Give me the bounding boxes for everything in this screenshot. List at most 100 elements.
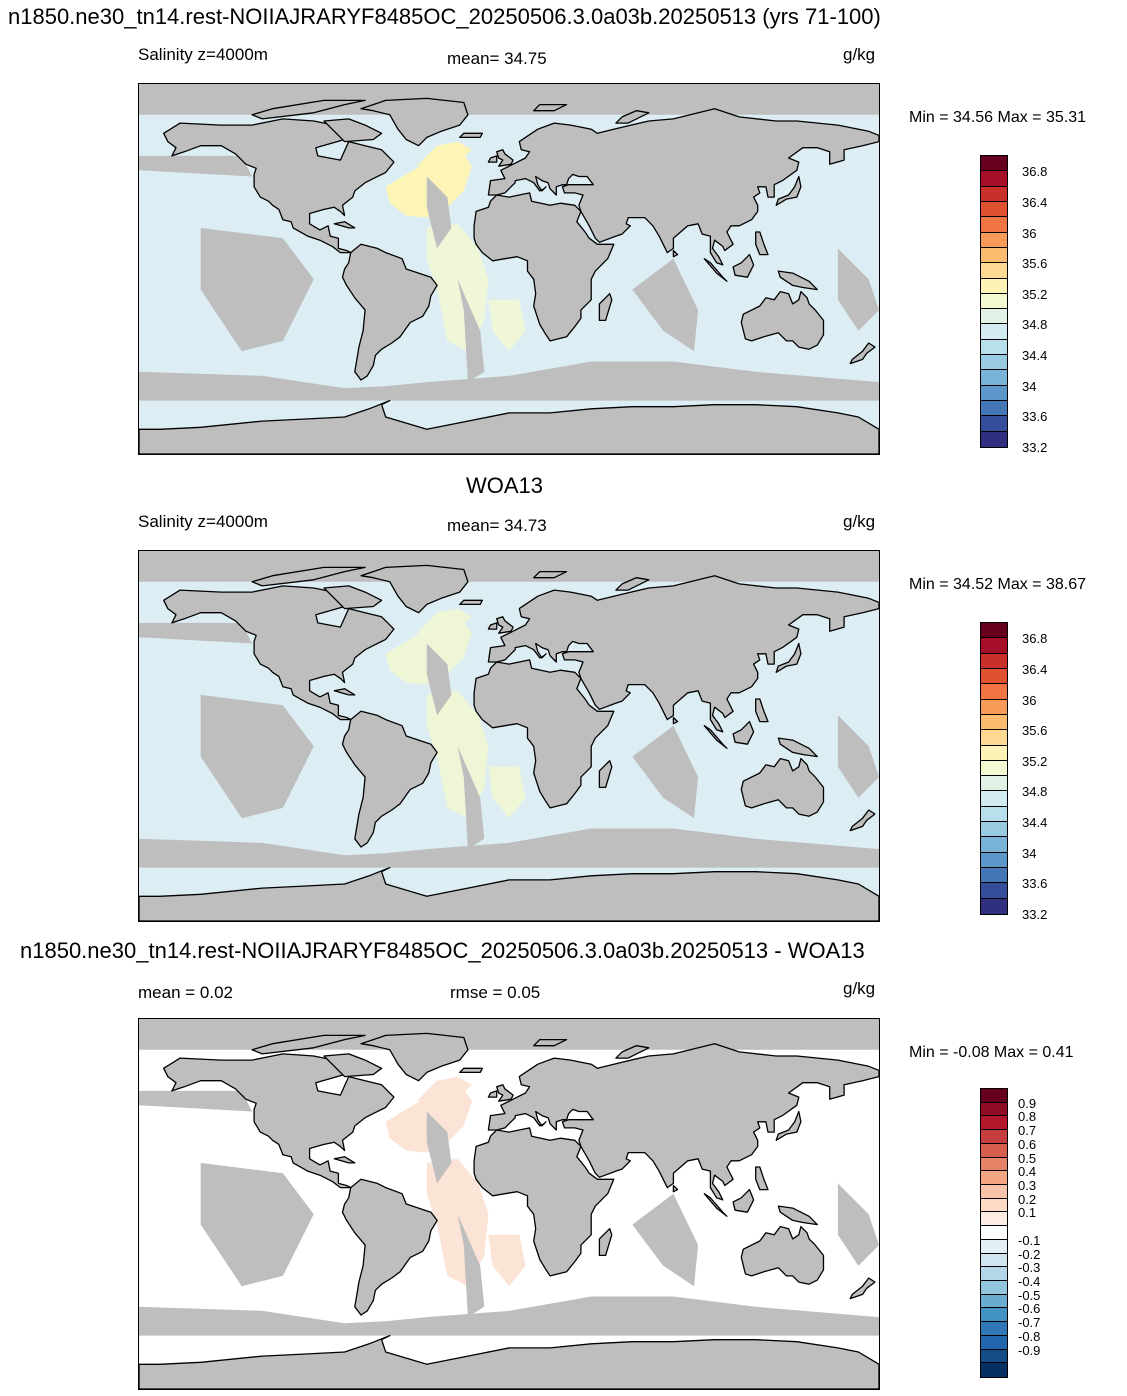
shallow-mask (139, 1296, 879, 1336)
colorbar-tick-label: -0.4 (1018, 1274, 1041, 1289)
coastline-newguinea (777, 270, 818, 291)
colorbar-swatch (981, 1089, 1007, 1103)
colorbar-tick-label: 34.8 (1022, 784, 1048, 800)
colorbar-tick-label: 0.8 (1018, 1109, 1037, 1125)
colorbar-tick-label: 36.8 (1022, 164, 1048, 180)
colorbar-tick-label: 0.3 (1018, 1178, 1037, 1193)
colorbar-swatch (981, 1363, 1007, 1377)
coastline-arcticisles (251, 99, 366, 120)
shallow-mask (139, 828, 879, 868)
coastline-japan (775, 175, 802, 206)
coastline-arcticisles (251, 1034, 366, 1055)
colorbar-swatch (981, 684, 1007, 700)
colorbar-tick-label: 34.8 (1022, 317, 1048, 333)
coastline-ireland (487, 155, 498, 163)
coastline-greenland (360, 1032, 469, 1082)
coastline-philippines (755, 1166, 769, 1191)
coastline-greenland (360, 97, 469, 147)
coastline-philippines (755, 698, 769, 723)
colorbar-swatch (981, 1281, 1007, 1295)
coastline-antarctica (139, 399, 879, 454)
coastline-greenland (360, 564, 469, 614)
shallow-mask (200, 694, 314, 819)
colorbar-swatch (981, 385, 1007, 402)
salinity-patch (488, 766, 526, 819)
coastline-borneo (732, 720, 755, 745)
shallow-mask (837, 248, 879, 331)
shallow-mask (457, 279, 485, 383)
colorbar-swatch (981, 1308, 1007, 1323)
coastline-novaya (615, 1045, 650, 1059)
coastline-newzealand (849, 809, 876, 832)
shallow-mask (632, 1193, 699, 1287)
colorbar-swatch (981, 699, 1007, 715)
coastline-antarctica (139, 866, 879, 921)
colorbar-tick-label: -0.5 (1018, 1287, 1041, 1303)
colorbar-swatch (981, 623, 1007, 639)
colorbar-tick-label: 36 (1022, 225, 1037, 241)
colorbar-tick-label: 36.4 (1022, 194, 1048, 210)
coastline-africa (473, 1127, 615, 1277)
coastline-iceland (459, 132, 483, 139)
coastline-newguinea (777, 737, 818, 758)
coastline-madagascar (598, 1228, 613, 1257)
colorbar-swatch (981, 1226, 1007, 1240)
coastline-baffin (323, 118, 383, 143)
colorbar-tick-label: -0.2 (1018, 1246, 1041, 1262)
coastline-svalbard (533, 570, 568, 579)
colorbar-tick-label: -0.3 (1018, 1260, 1041, 1276)
colorbar-swatch (981, 806, 1007, 823)
coastline-madagascar (598, 293, 613, 322)
panel-3-title: n1850.ne30_tn14.rest-NOIIAJRARYF8485OC_2… (20, 938, 865, 963)
coastline-australia (740, 757, 825, 817)
shallow-mask (426, 643, 452, 716)
colorbar-swatch (981, 355, 1007, 371)
colorbar-swatch (981, 638, 1007, 654)
colorbar-tick-label: 35.6 (1022, 723, 1048, 739)
panel-1-colorbar (980, 155, 1008, 448)
coastline-borneo (732, 253, 755, 278)
colorbar-tick-label: 0.9 (1018, 1095, 1037, 1111)
colorbar-swatch (981, 1143, 1007, 1158)
shallow-mask (200, 1162, 314, 1287)
colorbar-tick-label: 0.7 (1018, 1123, 1037, 1139)
shallow-mask (139, 622, 253, 644)
shallow-mask (457, 746, 485, 850)
colorbar-swatch (981, 339, 1007, 356)
shallow-mask (837, 1183, 879, 1266)
coastline-iceland (459, 1067, 483, 1074)
colorbar-swatch (981, 883, 1007, 899)
map-svg (139, 84, 879, 454)
colorbar-swatch (981, 201, 1007, 218)
coastline-samerica (341, 243, 438, 381)
colorbar-swatch (981, 324, 1007, 340)
coastline-japan (775, 1110, 802, 1141)
colorbar-swatch (981, 837, 1007, 853)
colorbar-swatch (981, 156, 1007, 172)
colorbar-tick-label: -0.7 (1018, 1315, 1041, 1331)
colorbar-swatch (981, 776, 1007, 792)
coastline-sumatra (703, 258, 728, 282)
salinity-patch (416, 141, 472, 167)
coastline-newzealand (849, 342, 876, 365)
coastline-cuba (333, 688, 356, 696)
panel-1-units-label: g/kg (843, 45, 876, 64)
colorbar-swatch (981, 370, 1007, 386)
colorbar-swatch (981, 431, 1007, 447)
coastline-africa (473, 192, 615, 342)
colorbar-swatch (981, 730, 1007, 746)
shallow-mask (200, 227, 314, 352)
shallow-mask (139, 1019, 879, 1050)
coastline-baffin (323, 585, 383, 610)
colorbar-swatch (981, 668, 1007, 685)
map-svg (139, 1019, 879, 1389)
shallow-mask (632, 725, 699, 819)
colorbar-tick-label: 33.6 (1022, 876, 1048, 892)
shallow-mask (139, 155, 253, 177)
coastline-namerica (163, 1053, 395, 1189)
colorbar-tick-label: 34.4 (1022, 815, 1048, 831)
colorbar-swatch (981, 1335, 1007, 1350)
colorbar-swatch (981, 760, 1007, 777)
colorbar-tick-label: 33.2 (1022, 440, 1048, 455)
colorbar-swatch (981, 745, 1007, 761)
